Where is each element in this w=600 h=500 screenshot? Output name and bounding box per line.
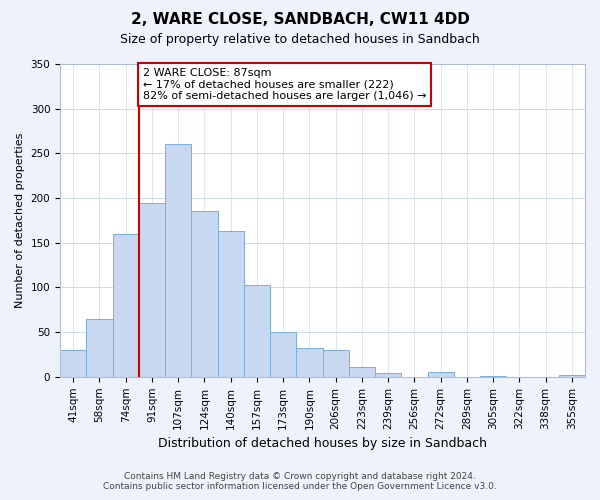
- Bar: [270, 332, 296, 377]
- Bar: [428, 372, 454, 377]
- Bar: [218, 231, 244, 377]
- Bar: [323, 350, 349, 377]
- Bar: [165, 144, 191, 377]
- Bar: [480, 376, 506, 377]
- Bar: [113, 234, 139, 377]
- Text: Size of property relative to detached houses in Sandbach: Size of property relative to detached ho…: [120, 32, 480, 46]
- Text: 2 WARE CLOSE: 87sqm
← 17% of detached houses are smaller (222)
82% of semi-detac: 2 WARE CLOSE: 87sqm ← 17% of detached ho…: [143, 68, 426, 101]
- Bar: [60, 350, 86, 377]
- X-axis label: Distribution of detached houses by size in Sandbach: Distribution of detached houses by size …: [158, 437, 487, 450]
- Y-axis label: Number of detached properties: Number of detached properties: [15, 132, 25, 308]
- Text: Contains HM Land Registry data © Crown copyright and database right 2024.
Contai: Contains HM Land Registry data © Crown c…: [103, 472, 497, 491]
- Bar: [375, 373, 401, 377]
- Bar: [559, 375, 585, 377]
- Bar: [86, 318, 113, 377]
- Text: 2, WARE CLOSE, SANDBACH, CW11 4DD: 2, WARE CLOSE, SANDBACH, CW11 4DD: [131, 12, 469, 28]
- Bar: [296, 348, 323, 377]
- Bar: [349, 367, 375, 377]
- Bar: [191, 212, 218, 377]
- Bar: [244, 285, 270, 377]
- Bar: [139, 202, 165, 377]
